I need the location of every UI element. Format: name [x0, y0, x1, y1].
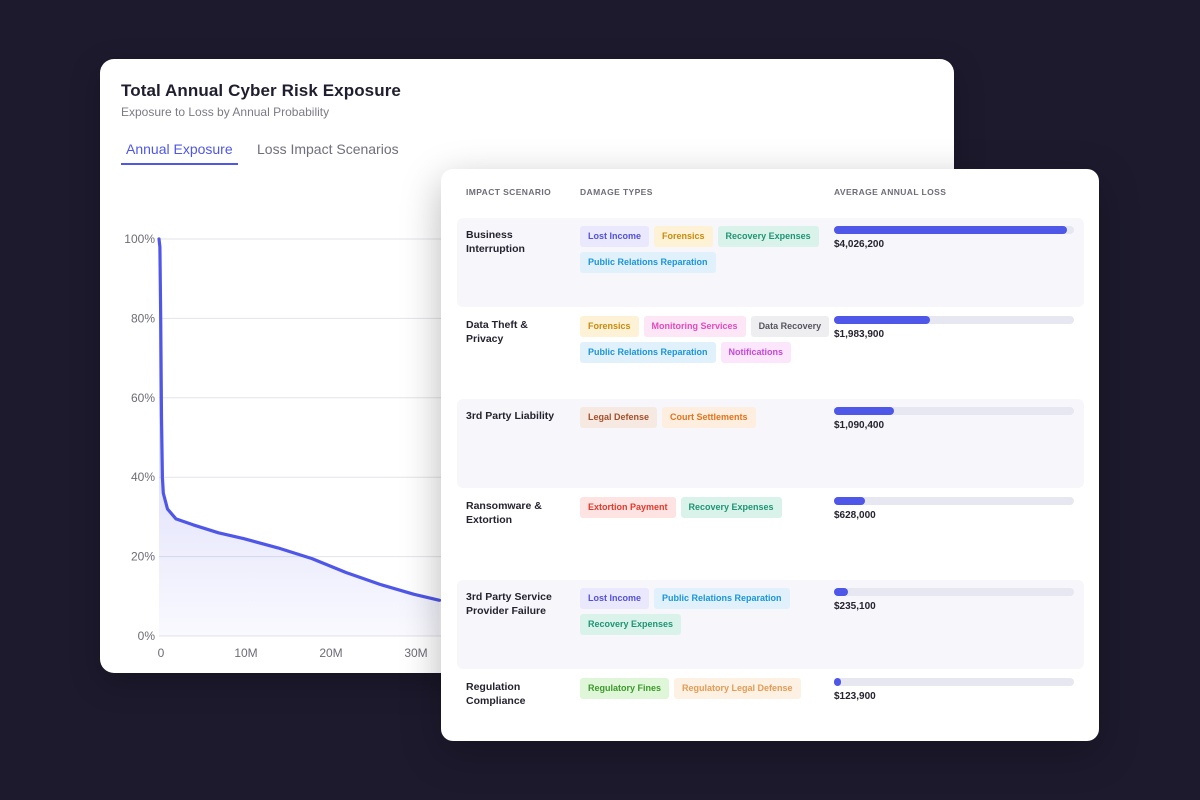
loss-bar-track [834, 678, 1074, 686]
tag-lost-income: Lost Income [580, 588, 650, 609]
table-row[interactable]: 3rd Party Liability Legal Defense Court Se… [457, 399, 1084, 488]
tag-recovery-expenses: Recovery Expenses [717, 226, 819, 247]
y-tick-label: 100% [124, 232, 155, 246]
scenario-name: 3rd Party Liability [466, 410, 555, 422]
loss-bar-fill [834, 588, 849, 596]
loss-bar-fill [834, 497, 866, 505]
damage-type-tags: Lost Income Public Relations Reparation Re… [580, 588, 830, 635]
loss-value: $628,000 [834, 510, 876, 521]
y-tick-label: 20% [131, 550, 155, 564]
scenario-name: Business Interruption [466, 229, 525, 255]
x-tick-label: 0 [158, 646, 165, 660]
damage-type-tags: Extortion Payment Recovery Expenses [580, 497, 830, 518]
loss-bar-track [834, 588, 1074, 596]
damage-type-tags: Lost Income Forensics Recovery Expenses Pub… [580, 226, 830, 273]
tag-notifications: Notifications [720, 342, 792, 363]
y-tick-label: 0% [138, 629, 156, 643]
tag-regulatory-fines: Regulatory Fines [580, 678, 670, 699]
loss-value: $123,900 [834, 691, 876, 702]
loss-scenarios-table-card: IMPACT SCENARIO DAMAGE TYPES AVERAGE ANN… [441, 169, 1099, 741]
table-row[interactable]: Ransomware & Extortion Extortion Payment R… [457, 489, 1084, 578]
loss-value: $235,100 [834, 601, 876, 612]
average-annual-loss: $235,100 [834, 588, 1076, 612]
tag-court-settlements: Court Settlements [662, 407, 756, 428]
y-tick-label: 80% [131, 311, 155, 325]
loss-bar-fill [834, 226, 1067, 234]
y-tick-label: 60% [131, 391, 155, 405]
tag-data-recovery: Data Recovery [750, 316, 830, 337]
header-impact-scenario: IMPACT SCENARIO [466, 187, 552, 197]
chart-title: Total Annual Cyber Risk Exposure [121, 81, 401, 100]
scenario-name: Ransomware & Extortion [466, 500, 542, 526]
x-tick-label: 30M [404, 646, 427, 660]
table-row[interactable]: Regulation Compliance Regulatory Fines Reg… [457, 670, 1084, 759]
tag-public-relations-reparation: Public Relations Reparation [580, 252, 716, 273]
average-annual-loss: $123,900 [834, 678, 1076, 702]
tag-extortion-payment: Extortion Payment [580, 497, 676, 518]
scenario-name: Regulation Compliance [466, 681, 526, 707]
tag-legal-defense: Legal Defense [580, 407, 658, 428]
x-tick-label: 20M [319, 646, 342, 660]
exposure-line [157, 237, 442, 602]
loss-bar-track [834, 316, 1074, 324]
tag-monitoring-services: Monitoring Services [643, 316, 746, 337]
damage-type-tags: Regulatory Fines Regulatory Legal Defense [580, 678, 830, 699]
average-annual-loss: $628,000 [834, 497, 1076, 521]
loss-bar-fill [834, 678, 842, 686]
table-row[interactable]: Data Theft & Privacy Forensics Monitoring … [457, 308, 1084, 397]
average-annual-loss: $1,090,400 [834, 407, 1076, 431]
tag-public-relations-reparation: Public Relations Reparation [580, 342, 716, 363]
tag-forensics: Forensics [580, 316, 639, 337]
loss-value: $1,983,900 [834, 329, 885, 340]
loss-value: $4,026,200 [834, 239, 885, 250]
average-annual-loss: $1,983,900 [834, 316, 1076, 340]
loss-bar-fill [834, 316, 930, 324]
scenario-name: 3rd Party Service Provider Failure [466, 591, 552, 617]
y-tick-label: 40% [131, 470, 155, 484]
tag-lost-income: Lost Income [580, 226, 650, 247]
chart-subtitle: Exposure to Loss by Annual Probability [121, 105, 330, 119]
exposure-area [159, 239, 440, 636]
loss-bar-track [834, 497, 1074, 505]
tag-forensics: Forensics [654, 226, 713, 247]
table-row[interactable]: 3rd Party Service Provider Failure Lost I… [457, 580, 1084, 669]
x-tick-label: 10M [234, 646, 257, 660]
loss-bar-track [834, 407, 1074, 415]
average-annual-loss: $4,026,200 [834, 226, 1076, 250]
damage-type-tags: Forensics Monitoring Services Data Recover… [580, 316, 830, 363]
tag-public-relations-reparation: Public Relations Reparation [654, 588, 790, 609]
loss-bar-fill [834, 407, 894, 415]
header-damage-types: DAMAGE TYPES [580, 187, 653, 197]
tab-loss-impact-scenarios[interactable]: Loss Impact Scenarios [257, 141, 399, 157]
scenario-name: Data Theft & Privacy [466, 319, 528, 345]
loss-bar-track [834, 226, 1074, 234]
tag-recovery-expenses: Recovery Expenses [680, 497, 782, 518]
tag-regulatory-legal-defense: Regulatory Legal Defense [674, 678, 801, 699]
tag-recovery-expenses: Recovery Expenses [580, 614, 682, 635]
damage-type-tags: Legal Defense Court Settlements [580, 407, 830, 428]
loss-value: $1,090,400 [834, 420, 885, 431]
tab-annual-exposure[interactable]: Annual Exposure [121, 141, 238, 165]
header-average-annual-loss: AVERAGE ANNUAL LOSS [834, 187, 947, 197]
table-row[interactable]: Business Interruption Lost Income Forensic… [457, 218, 1084, 307]
